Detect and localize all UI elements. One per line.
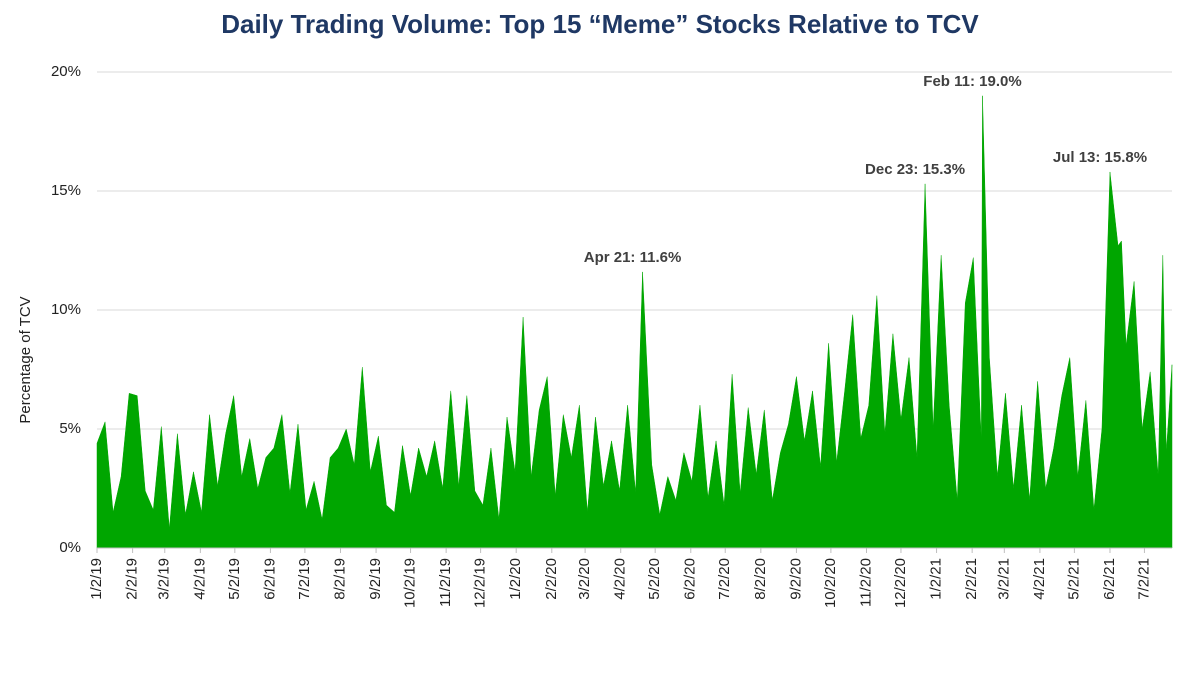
x-tick-label: 1/2/21 (928, 558, 945, 600)
x-tick-label: 11/2/19 (437, 558, 454, 607)
y-tick-label: 20% (51, 63, 81, 80)
annotation: Dec 23: 15.3% (865, 161, 965, 178)
x-tick-label: 4/2/19 (191, 558, 208, 600)
annotation: Feb 11: 19.0% (923, 73, 1021, 90)
annotation: Jul 13: 15.8% (1053, 149, 1147, 166)
y-tick-label: 0% (59, 539, 81, 556)
x-tick-label: 3/2/19 (156, 558, 173, 600)
x-tick-label: 12/2/19 (472, 558, 489, 608)
x-tick-label: 11/2/20 (857, 558, 874, 607)
chart-title: Daily Trading Volume: Top 15 “Meme” Stoc… (221, 9, 979, 39)
x-tick-label: 1/2/19 (88, 558, 105, 600)
x-tick-label: 6/2/21 (1101, 558, 1118, 600)
x-tick-label: 8/2/19 (331, 558, 348, 600)
x-tick-label: 5/2/19 (226, 558, 243, 600)
x-tick-label: 2/2/21 (963, 558, 980, 600)
x-tick-label: 9/2/19 (367, 558, 384, 600)
area (96, 95, 1173, 549)
y-tick-label: 10% (51, 301, 81, 318)
y-axis-label: Percentage of TCV (17, 296, 34, 423)
x-tick-label: 10/2/20 (822, 558, 839, 608)
y-tick-label: 15% (51, 182, 81, 199)
x-tick-label: 6/2/20 (682, 558, 699, 600)
x-tick-label: 3/2/21 (995, 558, 1012, 600)
x-tick-label: 6/2/19 (261, 558, 278, 600)
x-tick-label: 7/2/21 (1135, 558, 1152, 600)
x-tick-label: 9/2/20 (787, 558, 804, 600)
x-tick-label: 4/2/21 (1031, 558, 1048, 600)
y-tick-label: 5% (59, 420, 81, 437)
x-tick-label: 8/2/20 (752, 558, 769, 600)
x-tick-label: 1/2/20 (507, 558, 524, 600)
x-tick-label: 10/2/19 (402, 558, 419, 608)
x-tick-label: 5/2/20 (646, 558, 663, 600)
x-tick-label: 2/2/20 (543, 558, 560, 600)
x-tick-label: 2/2/19 (124, 558, 141, 600)
x-tick-label: 7/2/19 (296, 558, 313, 600)
x-tick-label: 5/2/21 (1065, 558, 1082, 600)
x-tick-label: 4/2/20 (612, 558, 629, 600)
x-tick-label: 3/2/20 (576, 558, 593, 600)
x-tick-label: 12/2/20 (892, 558, 909, 608)
x-tick-label: 7/2/20 (716, 558, 733, 600)
annotation: Apr 21: 11.6% (584, 249, 682, 266)
